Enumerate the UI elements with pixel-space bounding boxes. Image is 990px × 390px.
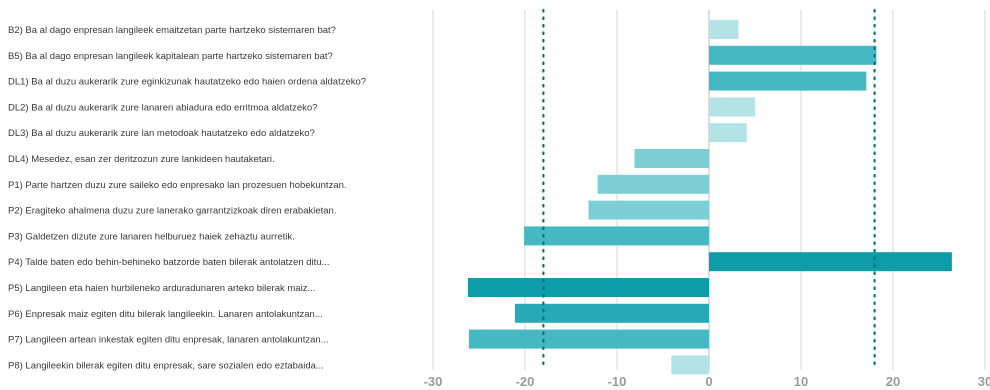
category-label: DL3) Ba al duzu aukerarik zure lan metod… [8,128,315,139]
bar [514,303,709,323]
bar [467,278,709,297]
reference-lines [542,8,876,372]
bar [634,149,709,168]
x-tick-label: 30 [978,374,990,389]
x-tick-label: -30 [424,374,443,389]
category-label: P3) Galdetzen dizute zure lanaren helbur… [8,231,295,242]
category-label: B2) Ba al dago enpresan langileek emaitz… [8,25,336,36]
bar [709,252,952,272]
category-label: P1) Parte hartzen duzu zure saileko edo … [8,180,347,191]
category-label: DL4) Mesedez, esan zer deritzozun zure l… [8,154,275,165]
bar [597,174,709,194]
category-label: P4) Talde baten edo behin-behineko batzo… [8,257,329,268]
category-label: P8) Langileekin bilerak egiten ditu enpr… [8,360,324,371]
category-label: DL2) Ba al duzu aukerarik zure lanaren a… [8,102,317,113]
bar [709,45,877,65]
category-label: P7) Langileen artean inkestak egiten dit… [8,335,329,346]
bar [468,329,709,349]
category-label: P6) Enpresak maiz egiten ditu bilerak la… [8,309,323,320]
bar [524,226,709,246]
bar [709,123,747,143]
x-tick-label: -10 [608,374,627,389]
category-labels: B2) Ba al dago enpresan langileek emaitz… [8,25,366,371]
category-label: P5) Langileen eta haien hurbileneko ardu… [8,283,315,294]
bar [709,71,867,91]
bars [467,20,952,375]
x-tick-label: 20 [886,374,900,389]
x-tick-label: -20 [516,374,535,389]
bar [588,200,709,220]
bar [709,20,739,39]
category-label: P2) Eragiteko ahalmena duzu zure lanerak… [8,206,336,217]
x-axis-tick-labels: -30 -20 -10 0 10 20 30 [424,374,990,389]
category-label: B5) Ba al dago enpresan langileek kapita… [8,51,333,62]
bar [671,355,709,375]
x-tick-label: 10 [794,374,808,389]
category-label: DL1) Ba al duzu aukerarik zure eginkizun… [8,77,366,88]
x-tick-label: 0 [705,374,712,389]
bar [709,97,755,117]
